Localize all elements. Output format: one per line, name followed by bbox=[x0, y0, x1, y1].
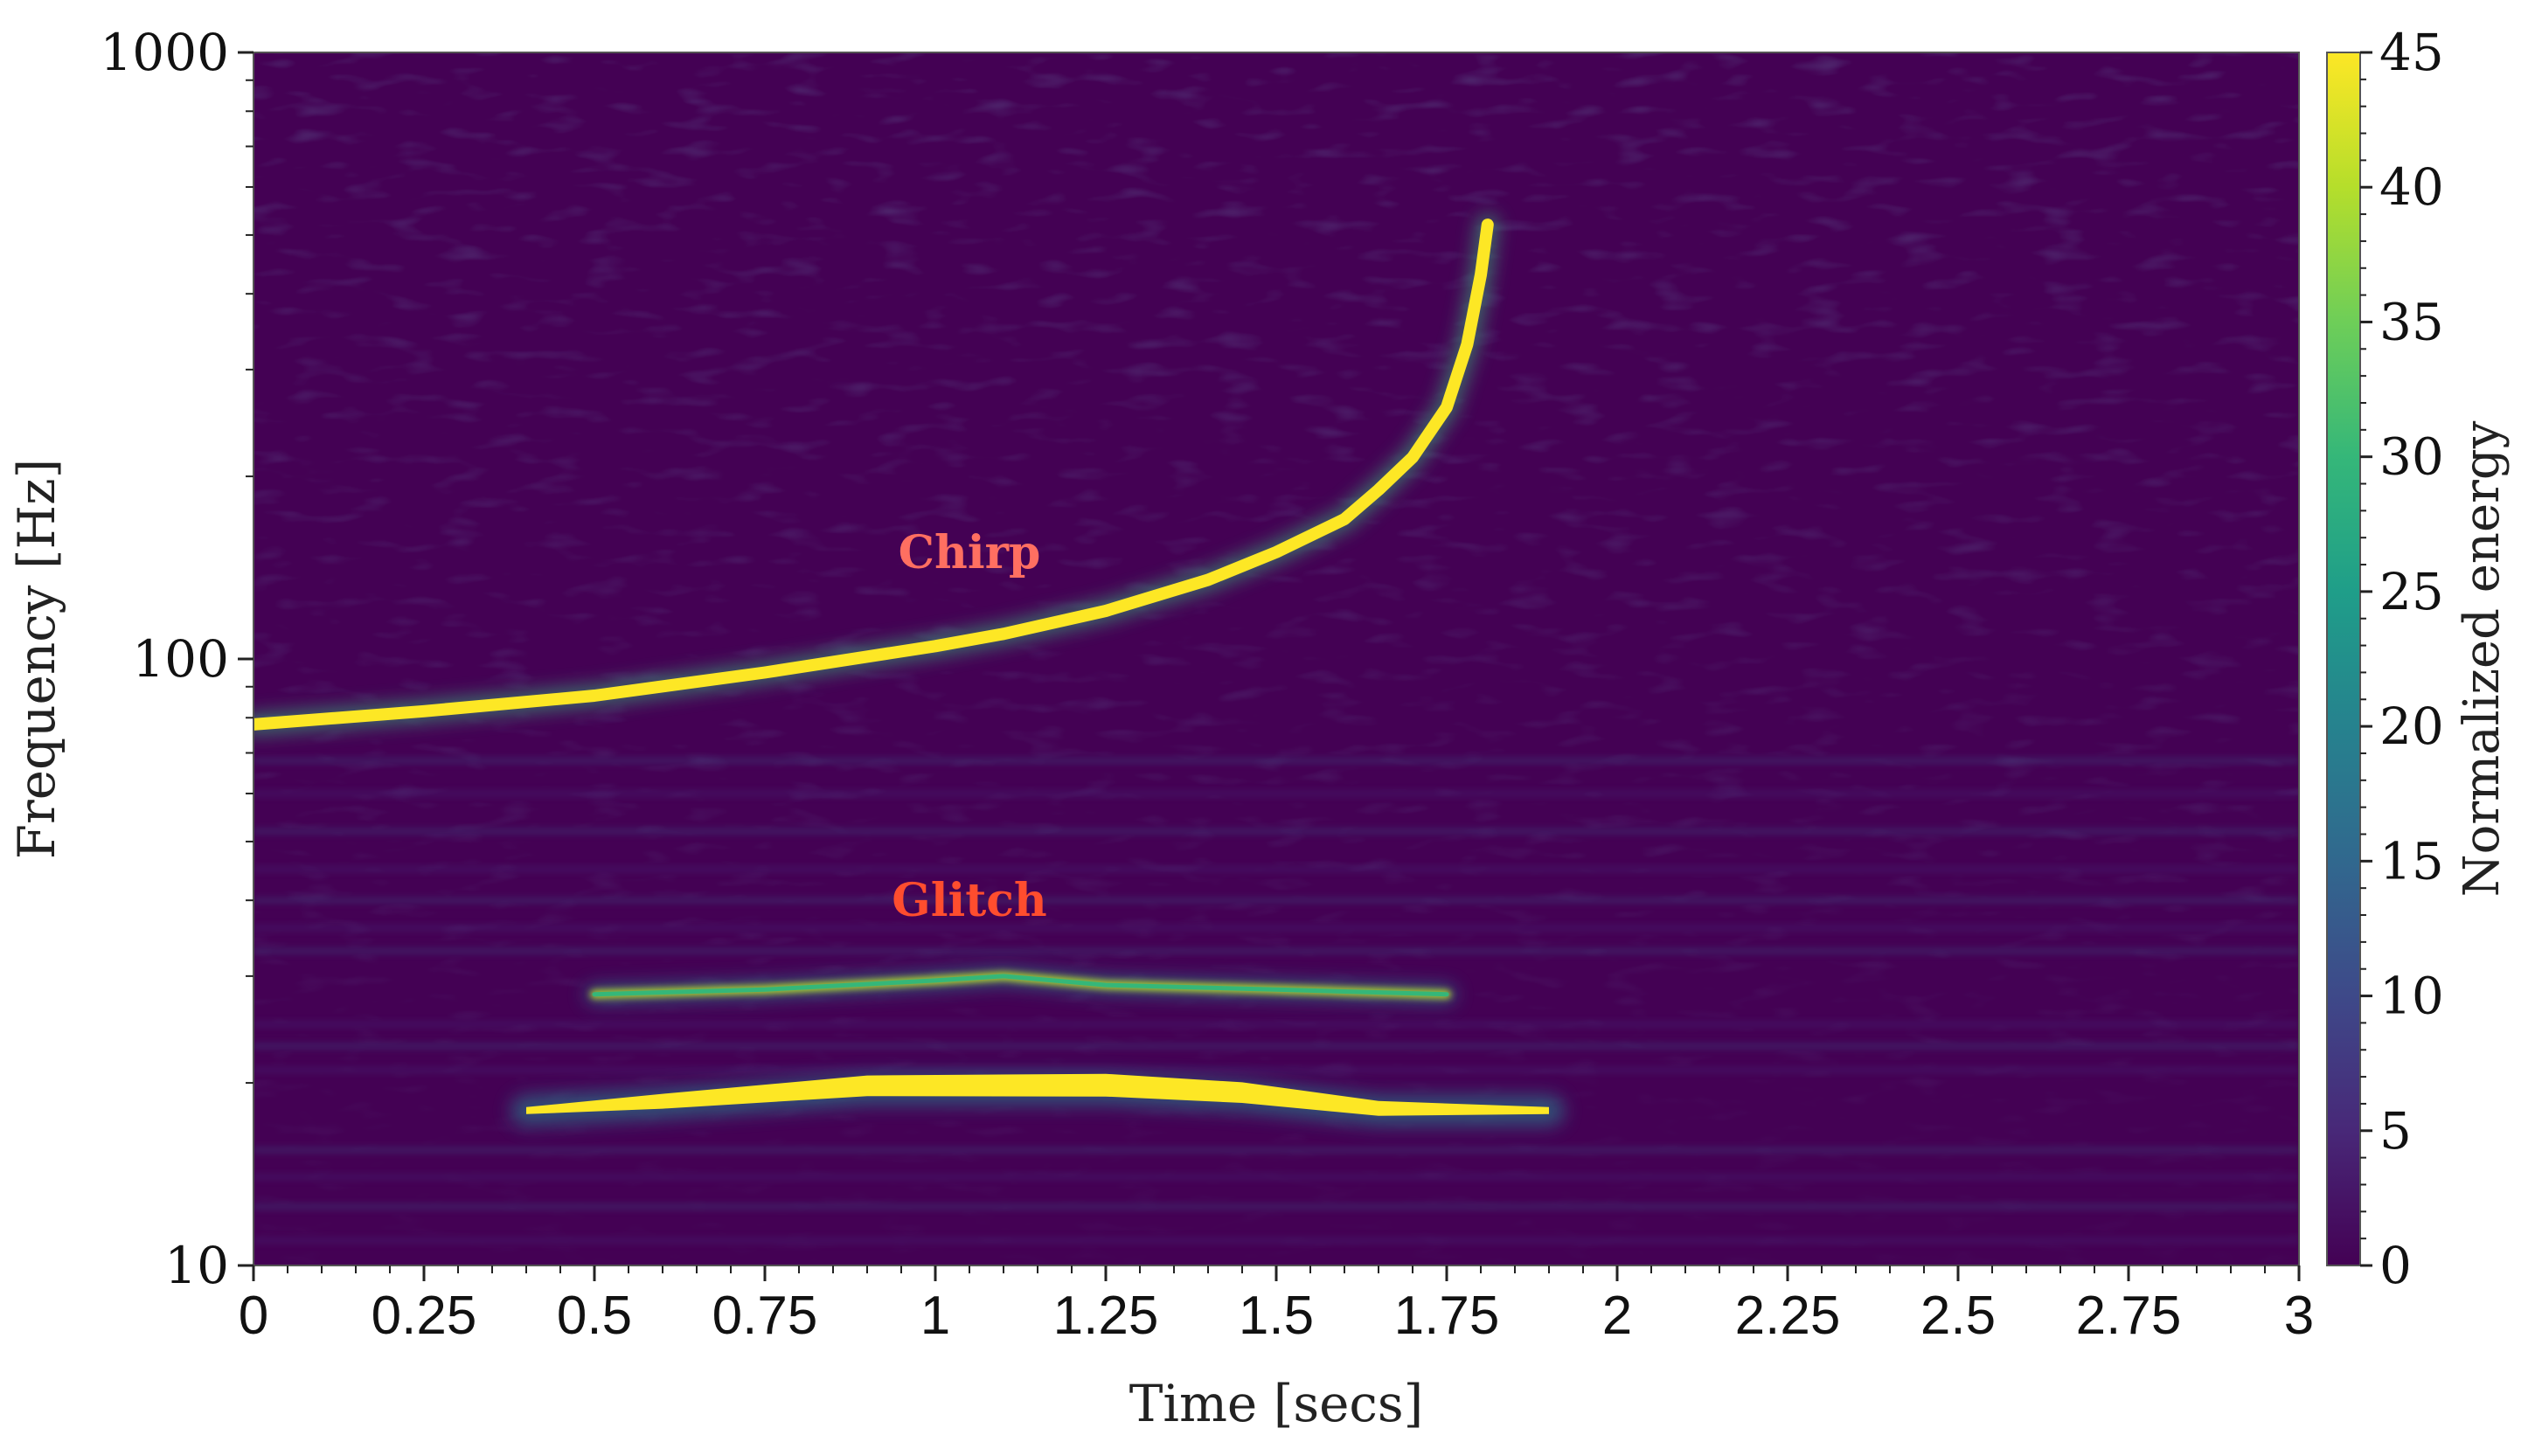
noise-band bbox=[254, 1043, 2299, 1049]
glitch-upper-core bbox=[592, 974, 1449, 997]
y-axis: 10 100 1000 bbox=[100, 23, 254, 1295]
colorbar-tick-label: 40 bbox=[2379, 157, 2444, 217]
colorbar-tick-label: 0 bbox=[2379, 1236, 2412, 1295]
annotations: Chirp Glitch bbox=[892, 526, 1046, 927]
x-tick-label: 1 bbox=[920, 1286, 950, 1346]
colorbar-label: Normalized energy bbox=[2454, 420, 2511, 897]
noise-band bbox=[254, 829, 2299, 835]
annotation-chirp: Chirp bbox=[899, 526, 1041, 579]
features bbox=[254, 213, 1565, 1127]
x-tick-label: 1.25 bbox=[1053, 1286, 1159, 1346]
colorbar-tick-label: 10 bbox=[2379, 967, 2444, 1026]
noise-band bbox=[254, 898, 2299, 904]
horizontal-bands bbox=[254, 758, 2299, 1244]
noise-band bbox=[254, 1203, 2299, 1210]
x-axis-label: Time [secs] bbox=[1129, 1374, 1424, 1433]
noise-band bbox=[254, 758, 2299, 764]
colorbar-tick-label: 5 bbox=[2379, 1101, 2412, 1161]
y-axis-label: Frequency [Hz] bbox=[7, 459, 66, 860]
x-tick-label: 0 bbox=[239, 1286, 268, 1346]
noise-band bbox=[254, 1021, 2299, 1027]
y-tick-label: 10 bbox=[164, 1236, 229, 1295]
colorbar-tick-label: 35 bbox=[2379, 292, 2444, 351]
colorbar-tick-label: 25 bbox=[2379, 562, 2444, 621]
noise-band bbox=[254, 866, 2299, 872]
x-tick-label: 2 bbox=[1602, 1286, 1632, 1346]
x-tick-label: 2.25 bbox=[1735, 1286, 1841, 1346]
noise-band bbox=[254, 925, 2299, 931]
noise-band bbox=[254, 1147, 2299, 1153]
colorbar-gradient bbox=[2326, 52, 2361, 1266]
glitch-lower-band bbox=[526, 1073, 1549, 1116]
x-tick-label: 0.5 bbox=[557, 1286, 632, 1346]
chirp-track bbox=[254, 218, 1494, 731]
colorbar-tick-label: 45 bbox=[2379, 23, 2444, 82]
x-tick-label: 2.75 bbox=[2076, 1286, 2182, 1346]
y-tick-label: 1000 bbox=[100, 23, 229, 82]
x-axis: 0 0.25 0.5 0.75 1 1.25 1.5 1.75 2 2.25 2.5 2.75 3 bbox=[239, 1265, 2314, 1346]
x-tick-label: 1.5 bbox=[1239, 1286, 1314, 1346]
x-tick-label: 0.75 bbox=[712, 1286, 818, 1346]
colorbar-tick-label: 30 bbox=[2379, 427, 2444, 487]
noise-band bbox=[254, 1238, 2299, 1244]
noise-band bbox=[254, 948, 2299, 954]
colorbar-tick-label: 15 bbox=[2379, 831, 2444, 891]
x-tick-label: 1.75 bbox=[1394, 1286, 1500, 1346]
noise-band bbox=[254, 790, 2299, 796]
noise-band bbox=[254, 1174, 2299, 1180]
colorbar-tick-label: 20 bbox=[2379, 697, 2444, 756]
noise-band bbox=[254, 1067, 2299, 1073]
colorbar: 0 5 10 15 20 25 30 35 40 45 Normalized energy bbox=[2326, 23, 2511, 1295]
colorbar-ticks: 0 5 10 15 20 25 30 35 40 45 bbox=[2360, 23, 2444, 1295]
annotation-glitch: Glitch bbox=[892, 874, 1046, 927]
background-noise bbox=[254, 52, 2299, 1265]
plot-area: Chirp Glitch bbox=[253, 52, 2300, 1266]
x-tick-label: 3 bbox=[2284, 1286, 2314, 1346]
y-tick-label: 100 bbox=[132, 629, 229, 689]
x-tick-label: 2.5 bbox=[1920, 1286, 1996, 1346]
x-tick-label: 0.25 bbox=[372, 1286, 477, 1346]
